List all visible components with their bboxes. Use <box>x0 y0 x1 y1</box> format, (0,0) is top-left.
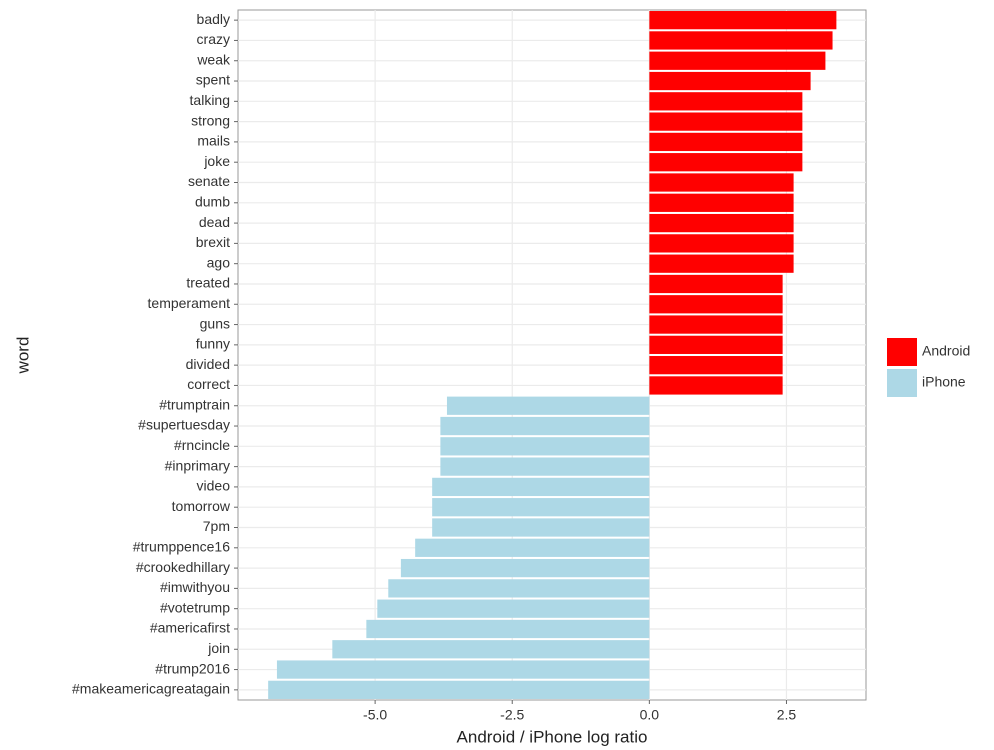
bar <box>440 416 650 436</box>
legend-swatch <box>887 369 917 397</box>
y-tick-label: 7pm <box>203 518 230 534</box>
y-tick-label: #inprimary <box>165 457 230 473</box>
bar <box>268 680 650 699</box>
x-tick-label: -2.5 <box>500 707 524 723</box>
y-tick-label: #supertuesday <box>138 417 230 433</box>
y-tick-label: #imwithyou <box>160 579 230 595</box>
bar <box>649 335 783 354</box>
bar <box>649 11 837 30</box>
y-tick-label: video <box>197 478 231 494</box>
bar <box>649 71 811 91</box>
y-tick-label: divided <box>186 356 230 372</box>
x-axis-title: Android / iPhone log ratio <box>457 727 648 746</box>
y-tick-label: #americafirst <box>150 620 230 636</box>
y-tick-label: #trumppence16 <box>133 538 231 554</box>
bar <box>440 437 650 456</box>
bar <box>432 498 650 517</box>
y-tick-label: mails <box>197 133 230 149</box>
bar <box>649 92 803 111</box>
x-tick-label: 2.5 <box>777 707 797 723</box>
y-tick-label: #trump2016 <box>155 660 230 676</box>
y-tick-label: ago <box>207 254 231 270</box>
bar <box>388 579 650 598</box>
y-tick-label: joke <box>203 153 230 169</box>
bar <box>649 112 803 131</box>
y-tick-label: tomorrow <box>172 498 231 514</box>
bar <box>432 477 650 497</box>
bar <box>649 31 833 50</box>
y-tick-label: temperament <box>148 295 231 311</box>
bar <box>649 234 794 253</box>
y-tick-label: talking <box>190 92 230 108</box>
y-tick-label: guns <box>200 315 230 331</box>
y-tick-label: #trumptrain <box>159 396 230 412</box>
bar <box>377 599 650 618</box>
y-axis-title: word <box>13 337 32 375</box>
bar <box>649 213 794 233</box>
y-tick-label: correct <box>187 376 230 392</box>
legend-swatch <box>887 338 917 366</box>
bar <box>649 376 783 395</box>
legend-label: Android <box>922 343 970 359</box>
bar <box>332 640 650 659</box>
y-tick-label: join <box>207 640 230 656</box>
bar <box>649 295 783 314</box>
y-tick-label: brexit <box>196 234 230 250</box>
bar <box>649 173 794 192</box>
y-tick-label: dead <box>199 214 230 230</box>
y-tick-label: crazy <box>197 31 230 47</box>
y-tick-label: #rncincle <box>174 437 230 453</box>
bar <box>276 660 650 679</box>
y-tick-label: senate <box>188 173 230 189</box>
bar <box>649 193 794 212</box>
bar <box>649 315 783 334</box>
y-tick-label: #crookedhillary <box>136 559 230 575</box>
y-tick-label: #votetrump <box>160 599 230 615</box>
y-tick-label: weak <box>196 51 231 67</box>
x-tick-label: -5.0 <box>363 707 387 723</box>
y-tick-label: dumb <box>195 193 230 209</box>
bar <box>649 254 794 273</box>
y-tick-label: spent <box>196 72 230 88</box>
bar <box>440 457 650 476</box>
bar <box>649 153 803 172</box>
bar <box>649 274 783 294</box>
legend-label: iPhone <box>922 374 966 390</box>
bar <box>415 538 650 557</box>
bar <box>400 558 650 578</box>
bar <box>649 356 783 375</box>
y-tick-label: badly <box>197 11 230 27</box>
y-tick-label: funny <box>196 336 230 352</box>
bar <box>366 619 650 639</box>
bar <box>432 518 650 537</box>
y-tick-label: strong <box>191 112 230 128</box>
bar <box>649 51 826 70</box>
y-tick-label: #makeamericagreatagain <box>72 681 230 697</box>
bar <box>446 396 650 415</box>
x-tick-label: 0.0 <box>640 707 660 723</box>
y-tick-label: treated <box>186 275 230 291</box>
bar <box>649 132 803 152</box>
